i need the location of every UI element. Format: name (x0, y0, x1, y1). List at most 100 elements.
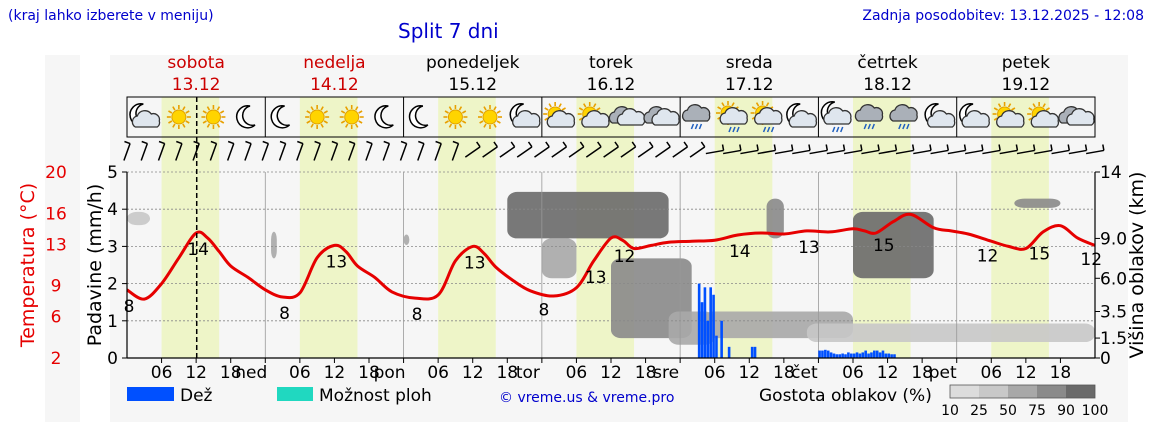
sun-ray (496, 120, 501, 124)
cloud-blob (271, 231, 277, 259)
sun-ray (1042, 103, 1046, 108)
sun-ray (216, 123, 221, 128)
precip-tick-label: 5 (107, 163, 118, 183)
precip-tick-label: 2 (107, 275, 118, 295)
cloud-shape (1030, 110, 1060, 128)
x-tick-label: 18 (1050, 363, 1072, 383)
sun-ray (306, 110, 311, 114)
precip-tick-label: 1 (107, 312, 118, 332)
sun-ray (185, 120, 190, 124)
sun-ray (172, 106, 176, 111)
sun-icon (339, 105, 364, 129)
x-tick-label: 18 (911, 363, 933, 383)
copyright-link[interactable]: © vreme.us & vreme.pro (499, 390, 674, 406)
day-date-label: 17.12 (725, 75, 774, 95)
sun-ray (458, 106, 463, 111)
wind-barb-flag (825, 144, 829, 151)
wind-barb-flag (773, 144, 777, 151)
temperature-tick-label: 2 (51, 349, 62, 369)
x-tick-label: 12 (462, 363, 484, 383)
day-date-label: 13.12 (172, 75, 221, 95)
wind-barb-shaft (689, 146, 706, 158)
wind-barb-shaft (140, 143, 149, 161)
cloud-shape (719, 107, 748, 125)
rain-bar (727, 346, 731, 358)
wind-barb-flag (366, 140, 373, 145)
sun-ray (583, 103, 587, 108)
rain-bar (835, 354, 839, 358)
rain-bar (887, 353, 891, 358)
sun-disc (309, 109, 325, 125)
moon-cloud-icon (129, 103, 161, 128)
sun-ray (1007, 103, 1012, 108)
wind-barb-shaft (192, 143, 200, 161)
sun-ray (483, 106, 487, 111)
cloud-shape (823, 107, 852, 125)
wind-barb-flag (666, 141, 671, 148)
weather-icons (129, 101, 1095, 133)
day-date-label: 15.12 (448, 75, 497, 95)
wind-barb (947, 144, 967, 155)
page-title: Split 7 dni (398, 19, 499, 43)
cloud-height-tick-label: 14 (1100, 163, 1122, 183)
sun-icon (305, 105, 330, 129)
rain-bar (855, 352, 859, 358)
x-tick-label: 06 (151, 363, 173, 383)
cloud-shape (512, 110, 541, 128)
wind-barb-flag (493, 141, 498, 148)
rain-bar (861, 352, 865, 358)
wind-barb-flag (894, 144, 898, 151)
wind-barb (209, 140, 218, 161)
cloud-icon (1058, 106, 1095, 126)
wind-barb (365, 140, 373, 161)
wind-barb-shaft (965, 149, 983, 155)
wind-barb (568, 141, 585, 158)
sun-ray (219, 120, 225, 124)
temperature-label: 13 (585, 268, 607, 288)
temperature-tick-label: 9 (51, 277, 62, 297)
wind-barb-shaft (826, 149, 845, 155)
wind-barb-flag (562, 141, 568, 148)
wind-barb-flag (383, 140, 390, 145)
wind-barb (895, 144, 915, 155)
rain-drop (863, 123, 867, 130)
cloud-blob (766, 198, 784, 239)
cloud-blob (541, 238, 577, 279)
sun-cloud-rain-icon (750, 101, 783, 133)
wind-barb (261, 140, 270, 161)
sun-icon (478, 105, 502, 129)
wind-barb-flag (176, 140, 183, 145)
wind-barb-shaft (226, 143, 235, 161)
wind-barb-shaft (482, 146, 498, 158)
wind-barb-shaft (585, 146, 602, 158)
wind-barb-flag (597, 141, 602, 148)
cloud-rain-icon (889, 104, 918, 130)
sun-ray (448, 123, 453, 128)
wind-barb-shaft (516, 146, 533, 158)
x-tick-label: 06 (842, 363, 864, 383)
cloud-density-level-label: 25 (970, 403, 988, 419)
cloud-height-tick-label: 3.5 (1100, 303, 1127, 323)
wind-barb-flag (631, 141, 637, 148)
wind-barb (244, 140, 252, 161)
rain-bar (873, 350, 876, 358)
sun-cloud-icon (1027, 102, 1060, 128)
wind-barb (740, 144, 759, 155)
rain-bar (852, 353, 856, 358)
rain-drop (736, 126, 740, 133)
temperature-label: 13 (798, 238, 820, 258)
cloud-density-swatch (1008, 385, 1037, 398)
wind-barb-shaft (434, 143, 442, 161)
wind-barb-flag (998, 144, 1001, 151)
rain-bar (849, 353, 853, 358)
wind-barb-flag (348, 140, 356, 145)
sun-icon (443, 105, 468, 129)
temperature-tick-label: 20 (45, 163, 67, 183)
wind-barb (913, 144, 932, 155)
wind-barb-flag (158, 140, 165, 145)
sun-ray (997, 103, 1002, 108)
rain-bar (847, 352, 850, 358)
wind-barb-shaft (999, 149, 1018, 155)
rain-bar (841, 353, 844, 358)
rain-bar (832, 353, 836, 358)
